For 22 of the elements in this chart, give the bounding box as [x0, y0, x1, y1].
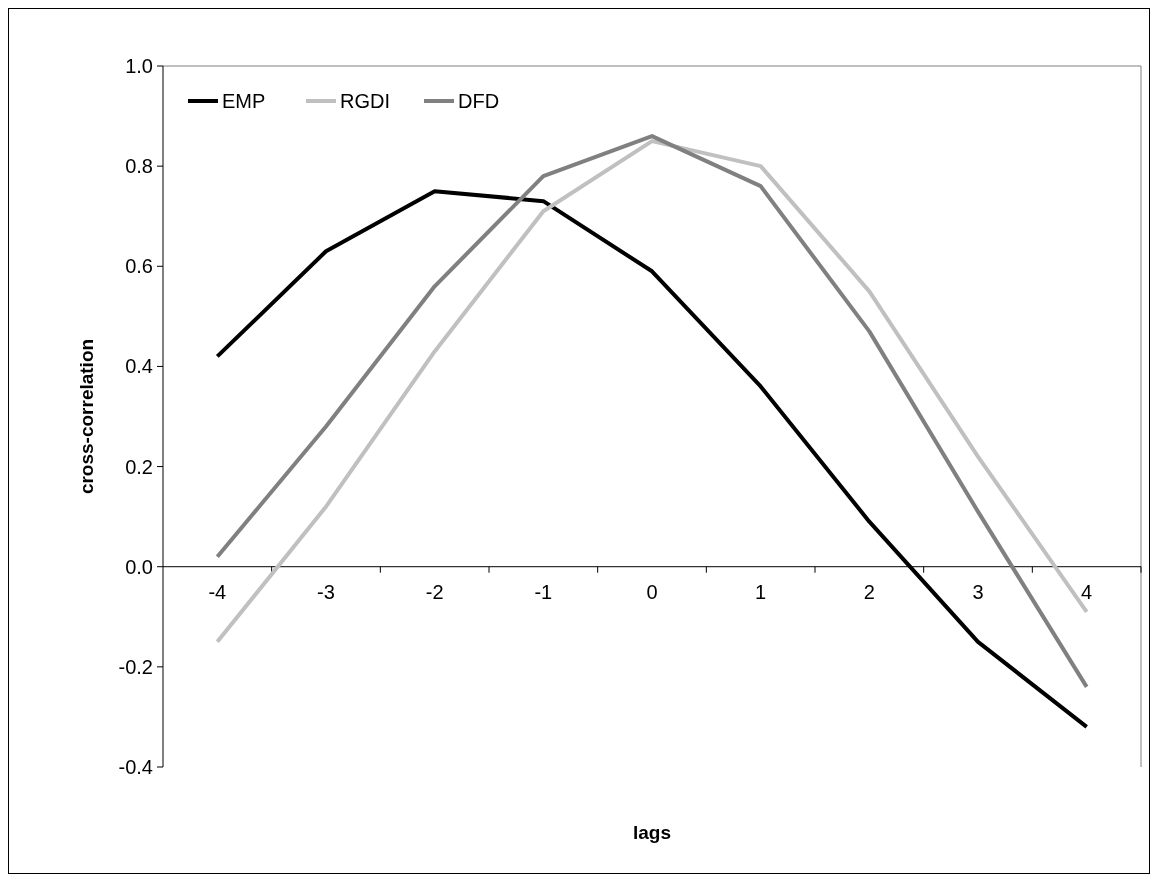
- x-tick-label: -4: [208, 580, 227, 603]
- y-axis-title: cross-correlation: [76, 338, 97, 495]
- y-tick-label: -0.4: [118, 756, 153, 778]
- x-tick-label: -1: [534, 580, 553, 603]
- y-tick-label: 0.2: [125, 455, 153, 478]
- y-tick-label: 0.8: [125, 155, 153, 178]
- y-tick-label: 0.0: [125, 555, 153, 578]
- x-tick-label: -2: [425, 580, 444, 603]
- legend-label: RGDI: [340, 90, 390, 112]
- x-tick-label: 4: [1081, 580, 1093, 603]
- y-tick-label: -0.2: [118, 655, 153, 678]
- x-axis-title: lags: [632, 822, 672, 843]
- legend-label: DFD: [458, 90, 500, 112]
- x-tick-label: 1: [755, 580, 767, 603]
- legend-label: EMP: [222, 90, 266, 112]
- x-tick-label: 2: [863, 580, 875, 603]
- x-tick-label: 0: [646, 580, 658, 603]
- y-tick-label: 0.4: [125, 355, 153, 378]
- x-tick-label: -3: [317, 580, 335, 603]
- y-tick-label: 0.6: [125, 255, 153, 278]
- y-tick-label: 1.0: [125, 55, 153, 77]
- x-tick-label: 3: [972, 580, 984, 603]
